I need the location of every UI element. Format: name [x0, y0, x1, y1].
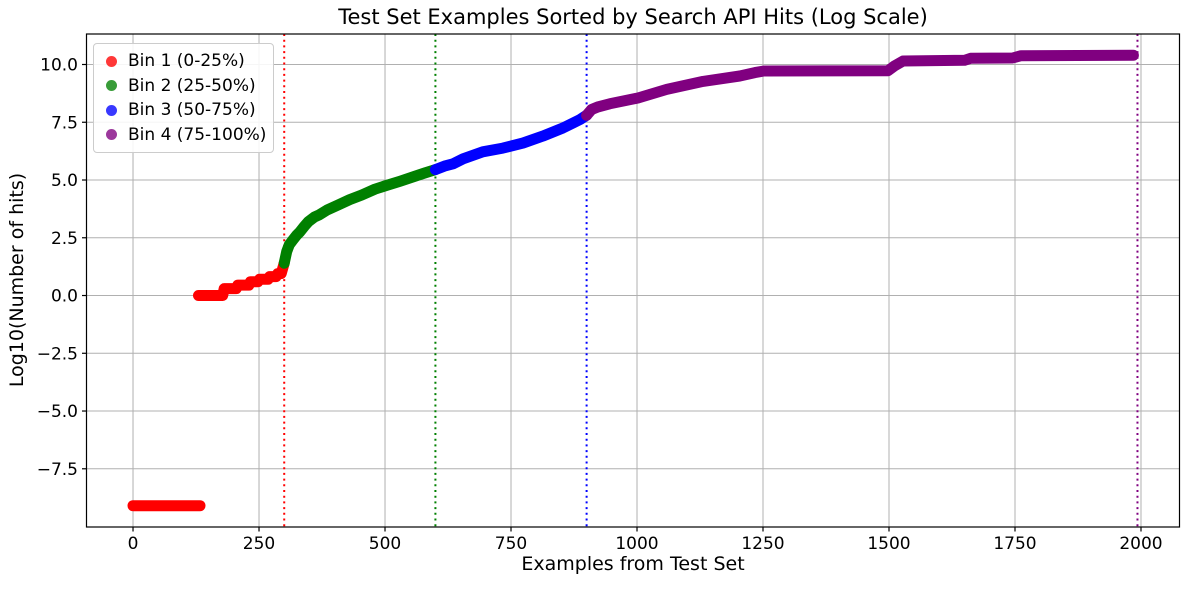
- legend-marker-icon: [106, 55, 117, 67]
- x-tick-label: 0: [128, 534, 139, 554]
- y-tick-label: −7.5: [37, 460, 78, 480]
- x-tick-label: 1250: [741, 534, 784, 554]
- x-tick-label: 1750: [993, 534, 1036, 554]
- series-bin-2: [278, 164, 441, 269]
- legend-item-label: Bin 3 (50-75%): [128, 100, 256, 121]
- legend-item: Bin 2 (25-50%): [94, 76, 273, 96]
- x-tick-label: 1000: [615, 534, 658, 554]
- series-bin-4: [581, 49, 1139, 121]
- series-bin-1: [193, 257, 290, 301]
- legend-item: Bin 1 (0-25%): [94, 51, 273, 71]
- x-tick-label: 750: [495, 534, 527, 554]
- x-axis-label: Examples from Test Set: [521, 553, 745, 575]
- chart-title: Test Set Examples Sorted by Search API H…: [338, 5, 928, 29]
- x-tick-label: 2000: [1119, 534, 1162, 554]
- y-tick-label: 10.0: [40, 55, 78, 75]
- y-tick-label: −2.5: [37, 344, 78, 364]
- y-axis-label: Log10(Number of hits): [6, 172, 28, 388]
- x-tick-label: 250: [243, 534, 275, 554]
- legend-marker-icon: [106, 129, 117, 141]
- y-tick-label: 0.0: [51, 287, 78, 307]
- legend-marker-icon: [106, 80, 117, 92]
- legend-item: Bin 3 (50-75%): [94, 100, 273, 120]
- series-bin-3: [429, 109, 593, 176]
- legend-item: Bin 4 (75-100%): [94, 125, 273, 145]
- legend-item-label: Bin 1 (0-25%): [128, 51, 245, 72]
- tick-marks: [82, 63, 1142, 532]
- x-tick-label: 1500: [867, 534, 910, 554]
- legend-item-label: Bin 4 (75-100%): [128, 124, 267, 145]
- y-tick-label: 2.5: [51, 229, 78, 249]
- legend: Bin 1 (0-25%) Bin 2 (25-50%) Bin 3 (50-75%…: [93, 43, 274, 153]
- legend-item-label: Bin 2 (25-50%): [128, 75, 256, 96]
- tick-labels: 0 250 500 750 1000 1250 1500 1750 2000 −7.5 −5.0 −2…: [37, 55, 1163, 554]
- y-tick-label: 7.5: [51, 113, 78, 133]
- gridlines: [86, 34, 1180, 527]
- legend-marker-icon: [106, 104, 117, 116]
- y-tick-label: 5.0: [51, 171, 78, 191]
- y-tick-label: −5.0: [37, 402, 78, 422]
- plot-frame: [85, 33, 1181, 528]
- x-tick-label: 500: [369, 534, 401, 554]
